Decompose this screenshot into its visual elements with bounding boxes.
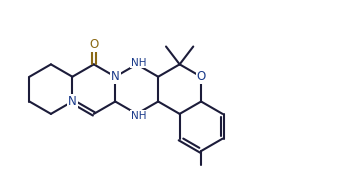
Text: NH: NH bbox=[131, 58, 146, 68]
Text: O: O bbox=[89, 38, 98, 51]
Text: N: N bbox=[68, 95, 77, 108]
Text: NH: NH bbox=[131, 111, 146, 121]
Text: O: O bbox=[197, 70, 206, 83]
Text: N: N bbox=[111, 70, 120, 83]
